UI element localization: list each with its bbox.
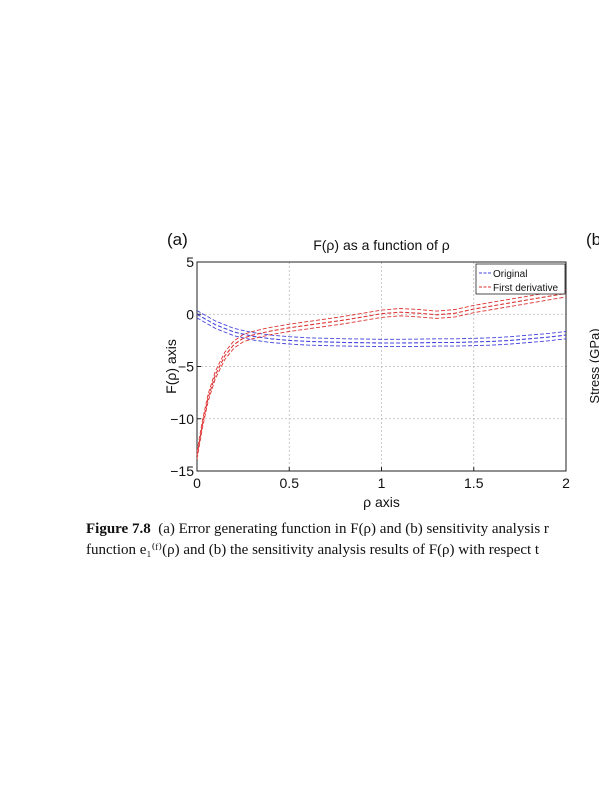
series-line-first-derivative <box>196 296 567 460</box>
legend-box <box>475 263 566 295</box>
panel-b-label: (b <box>586 230 599 249</box>
y-tick-label: −15 <box>170 463 194 479</box>
plot-layer: 0 0.5 1 1.5 2 5 0 −5 −10 −15 F(ρ) as a function of… <box>163 237 570 510</box>
caption-line-1: Figure 7.8 (a) Error generating function… <box>86 519 599 540</box>
y-tick-label: −5 <box>178 359 194 375</box>
caption-label: Figure 7.8 <box>86 521 151 537</box>
right-panel-ylabel: Stress (GPa) <box>587 328 599 403</box>
series-line-first-derivative <box>196 292 567 456</box>
x-tick-label: 1.5 <box>464 475 484 491</box>
figure-svg: 0 0.5 1 1.5 2 5 0 −5 −10 −15 F(ρ) as a function of… <box>163 230 599 510</box>
y-tick-label: 5 <box>186 254 194 270</box>
x-tick-label: 2 <box>562 475 570 491</box>
legend-label-original: Original <box>493 269 527 280</box>
series-line-original <box>196 317 567 348</box>
x-tick-label: 0.5 <box>280 475 300 491</box>
x-tick-label: 1 <box>378 475 386 491</box>
series-line-first-derivative <box>196 289 567 452</box>
legend-label-first-derivative: First derivative <box>493 283 558 294</box>
x-axis-label: ρ axis <box>363 494 400 510</box>
x-tick-label: 0 <box>193 475 201 491</box>
y-axis-label: F(ρ) axis <box>163 339 179 394</box>
caption-line-2: function e₁⁽ᶠ⁾(ρ) and (b) the sensitivit… <box>86 542 540 558</box>
panel-a-label: (a) <box>167 230 188 249</box>
y-tick-label: −10 <box>170 411 194 427</box>
chart-title: F(ρ) as a function of ρ <box>313 237 450 253</box>
y-tick-label: 0 <box>186 306 194 322</box>
figure-caption: Figure 7.8 (a) Error generating function… <box>86 519 599 561</box>
caption-text-1: (a) Error generating function in F(ρ) an… <box>158 521 549 537</box>
